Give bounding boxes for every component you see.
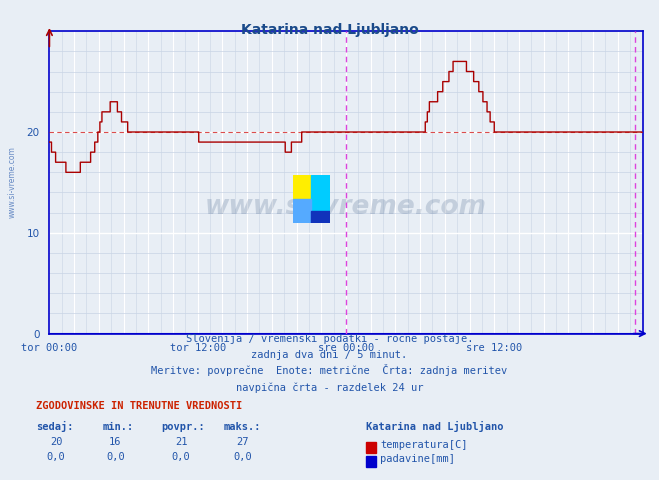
Text: ZGODOVINSKE IN TRENUTNE VREDNOSTI: ZGODOVINSKE IN TRENUTNE VREDNOSTI <box>36 401 243 411</box>
Text: www.si-vreme.com: www.si-vreme.com <box>205 193 487 219</box>
Text: min.:: min.: <box>102 421 133 432</box>
Text: Slovenija / vremenski podatki - ročne postaje.: Slovenija / vremenski podatki - ročne po… <box>186 333 473 344</box>
Text: zadnja dva dni / 5 minut.: zadnja dva dni / 5 minut. <box>251 350 408 360</box>
Bar <box>312 175 330 211</box>
Text: sedaj:: sedaj: <box>36 420 74 432</box>
Text: temperatura[C]: temperatura[C] <box>380 440 468 450</box>
Text: 20: 20 <box>50 437 62 447</box>
Bar <box>293 175 312 199</box>
Bar <box>293 199 312 223</box>
Text: navpična črta - razdelek 24 ur: navpična črta - razdelek 24 ur <box>236 382 423 393</box>
Text: maks.:: maks.: <box>224 421 262 432</box>
Text: www.si-vreme.com: www.si-vreme.com <box>8 146 17 218</box>
Text: 0,0: 0,0 <box>47 452 65 462</box>
Text: 21: 21 <box>175 437 187 447</box>
Text: 0,0: 0,0 <box>172 452 190 462</box>
Text: 16: 16 <box>109 437 121 447</box>
Bar <box>312 211 330 223</box>
Text: Katarina nad Ljubljano: Katarina nad Ljubljano <box>241 23 418 37</box>
Text: 0,0: 0,0 <box>233 452 252 462</box>
Text: povpr.:: povpr.: <box>161 421 205 432</box>
Text: 27: 27 <box>237 437 248 447</box>
Text: Meritve: povprečne  Enote: metrične  Črta: zadnja meritev: Meritve: povprečne Enote: metrične Črta:… <box>152 364 507 376</box>
Text: 0,0: 0,0 <box>106 452 125 462</box>
Text: Katarina nad Ljubljano: Katarina nad Ljubljano <box>366 420 503 432</box>
Text: padavine[mm]: padavine[mm] <box>380 454 455 464</box>
